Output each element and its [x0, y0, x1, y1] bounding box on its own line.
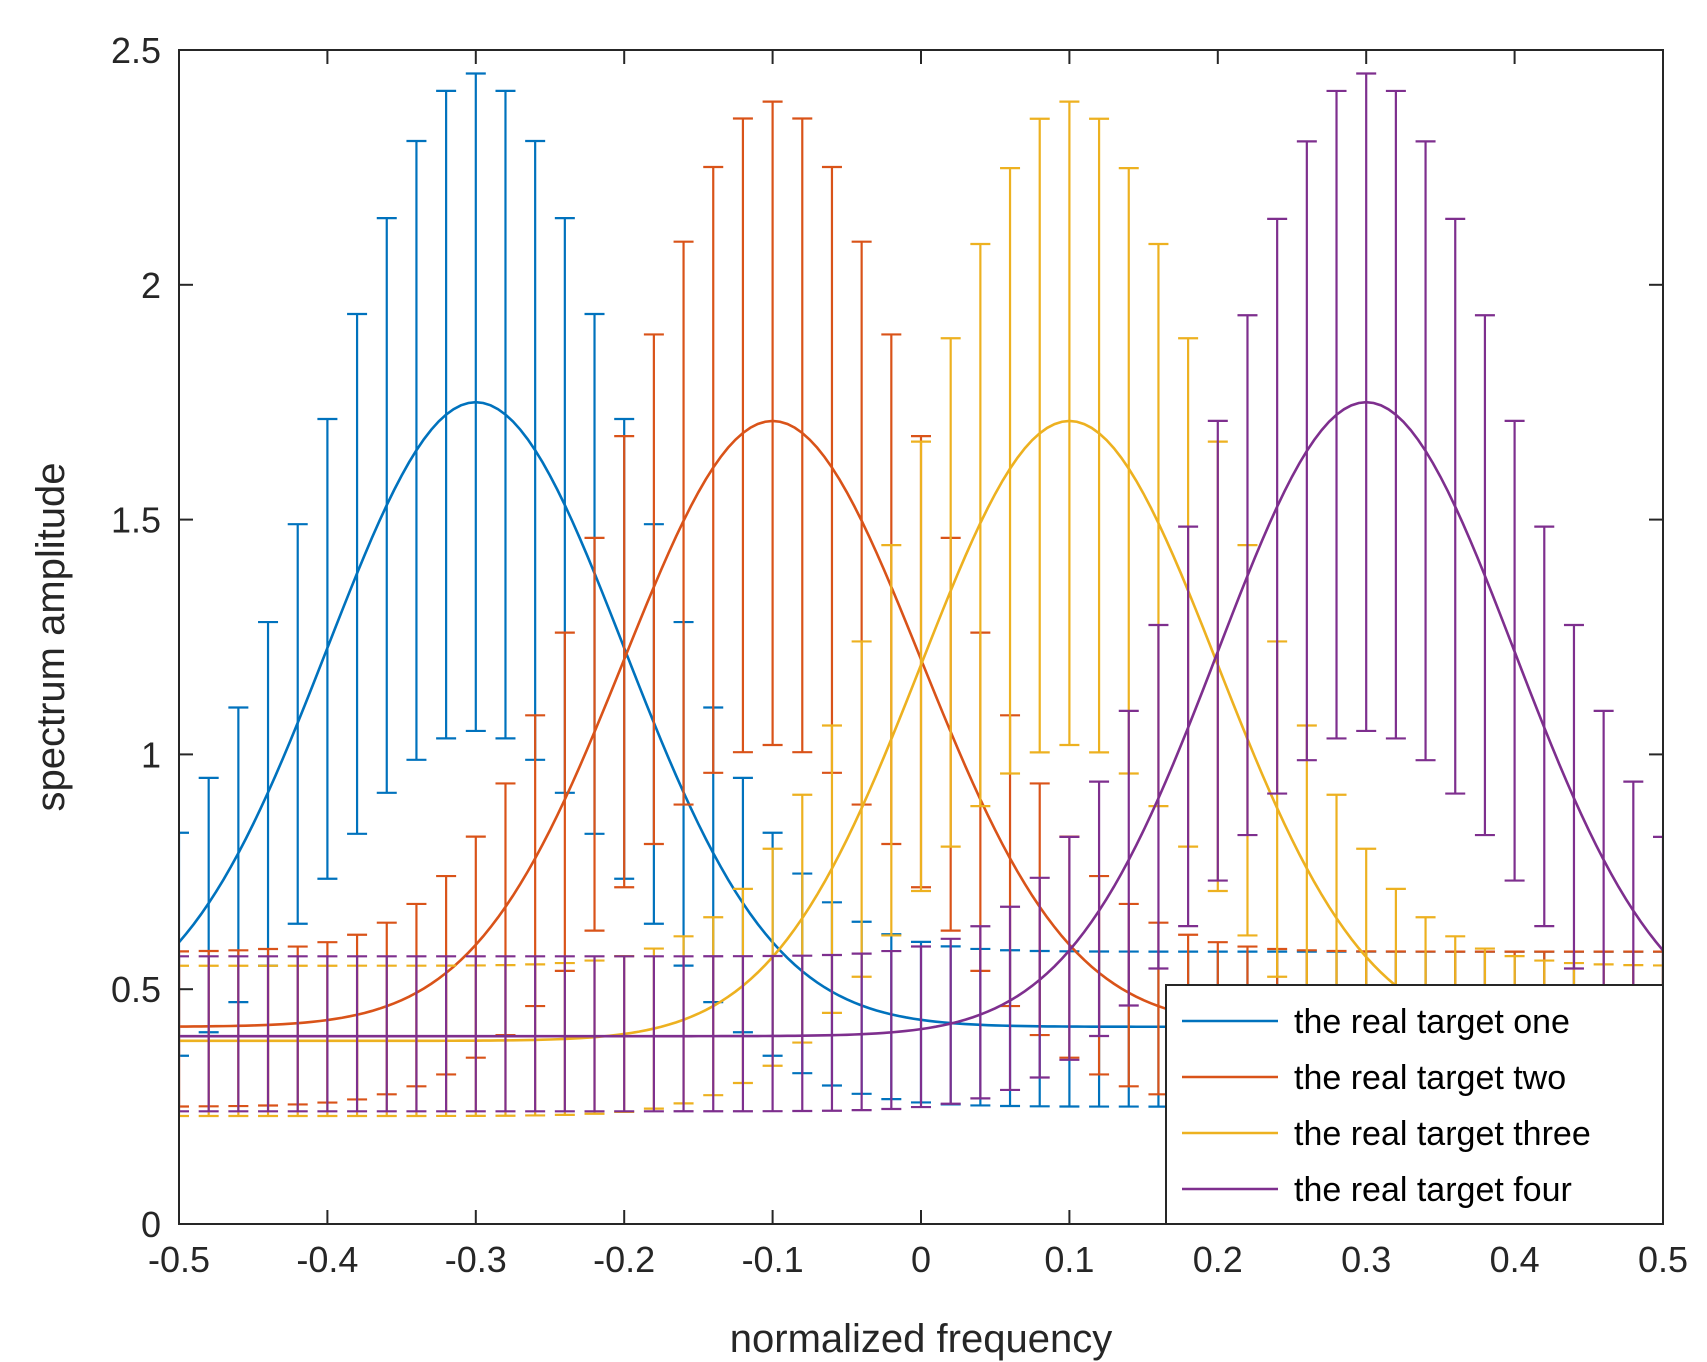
x-tick-label: -0.5: [148, 1239, 210, 1280]
x-axis: -0.5 -0.4 -0.3 -0.2 -0.1 0 0.1 0.2 0.3 0.4 0.5: [148, 50, 1688, 1280]
legend: the real target one the real target two th…: [1165, 984, 1664, 1225]
legend-label: the real target one: [1294, 1003, 1570, 1041]
x-tick-label: 0: [911, 1239, 931, 1280]
x-tick-label: 0.5: [1638, 1239, 1688, 1280]
legend-box: [1165, 984, 1664, 1225]
y-tick-label: 2: [141, 265, 161, 306]
y-tick-label: 1: [141, 734, 161, 775]
y-tick-label: 1.5: [111, 500, 161, 541]
series-4-curve: [179, 400, 1663, 1038]
legend-label: the real target two: [1294, 1059, 1566, 1097]
x-tick-label: -0.3: [445, 1239, 507, 1280]
series-4: [179, 72, 1663, 1113]
legend-label: the real target four: [1294, 1171, 1572, 1209]
x-tick-label: -0.4: [296, 1239, 358, 1280]
y-tick-label: 0.5: [111, 969, 161, 1010]
legend-label: the real target three: [1294, 1115, 1591, 1153]
y-axis-label: spectrum amplitude: [29, 462, 73, 811]
y-tick-label: 0: [141, 1204, 161, 1245]
y-tick-label: 2.5: [111, 30, 161, 71]
x-tick-label: -0.1: [742, 1239, 804, 1280]
x-axis-label: normalized frequency: [730, 1317, 1112, 1361]
x-tick-label: 0.3: [1341, 1239, 1391, 1280]
x-tick-label: 0.4: [1490, 1239, 1540, 1280]
x-tick-label: -0.2: [593, 1239, 655, 1280]
x-tick-label: 0.2: [1193, 1239, 1243, 1280]
x-tick-label: 0.1: [1044, 1239, 1094, 1280]
